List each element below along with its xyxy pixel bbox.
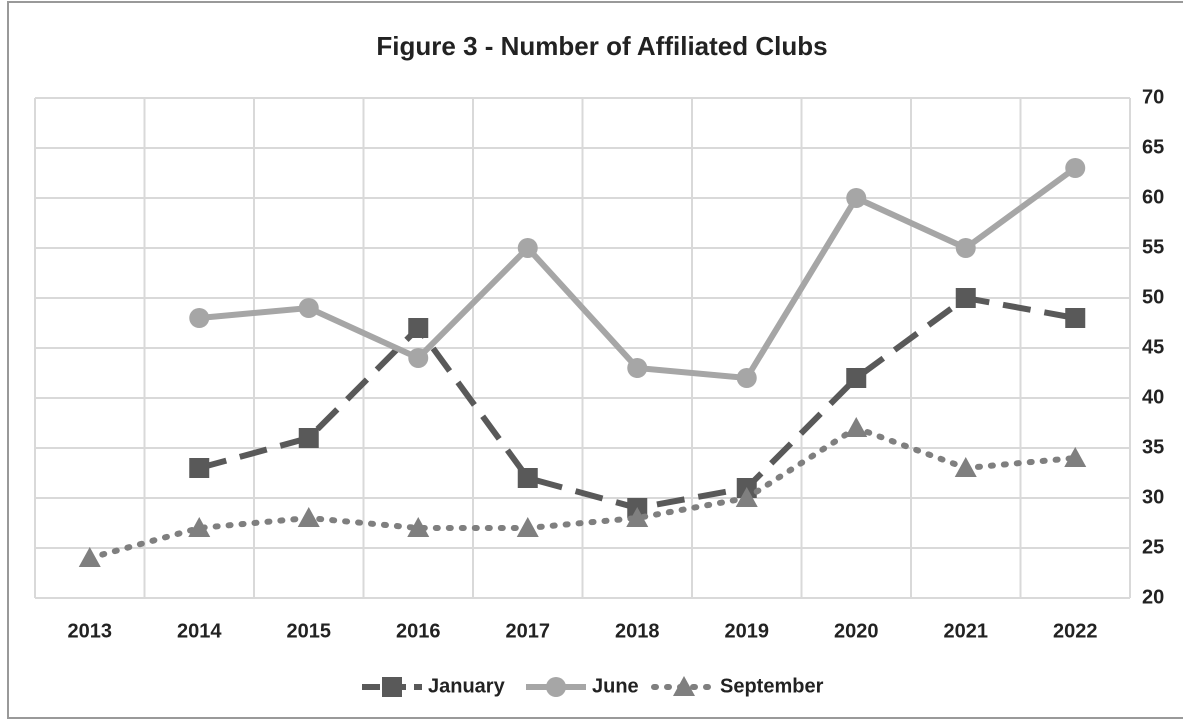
marker	[408, 348, 429, 368]
chart-border	[7, 1, 1183, 719]
x-tick-label: 2019	[725, 620, 770, 642]
marker	[735, 487, 758, 507]
x-tick-label: 2015	[287, 620, 332, 642]
series-line	[86, 424, 1079, 561]
marker	[846, 188, 867, 208]
marker	[517, 238, 538, 258]
marker	[78, 547, 101, 567]
y-tick-label: 20	[1142, 586, 1164, 608]
y-tick-label: 65	[1142, 136, 1164, 158]
marker	[298, 428, 319, 448]
x-tick-label: 2016	[396, 620, 441, 642]
marker	[845, 417, 868, 437]
marker	[955, 238, 976, 258]
legend-label: September	[720, 675, 824, 697]
marker	[736, 368, 757, 388]
x-tick-label: 2014	[177, 620, 222, 642]
legend-marker	[673, 676, 695, 696]
y-tick-label: 35	[1142, 436, 1164, 458]
marker	[954, 457, 977, 477]
marker	[189, 458, 210, 478]
x-tick-label: 2021	[944, 620, 989, 642]
marker	[955, 288, 976, 308]
x-tick-label: 2022	[1053, 620, 1098, 642]
y-tick-label: 55	[1142, 236, 1164, 258]
legend-label: January	[428, 675, 506, 697]
y-tick-label: 50	[1142, 286, 1164, 308]
marker	[627, 358, 648, 378]
y-tick-label: 70	[1142, 86, 1164, 108]
x-tick-label: 2020	[834, 620, 879, 642]
marker	[516, 517, 539, 537]
legend-marker	[546, 677, 566, 697]
x-tick-label: 2013	[68, 620, 113, 642]
marker	[407, 517, 430, 537]
marker	[298, 298, 319, 318]
chart-title: Figure 3 - Number of Affiliated Clubs	[376, 31, 827, 61]
marker	[188, 517, 211, 537]
marker	[517, 468, 538, 488]
marker	[1065, 158, 1086, 178]
marker	[189, 308, 210, 328]
y-tick-label: 40	[1142, 386, 1164, 408]
legend-label: June	[592, 675, 639, 697]
y-tick-label: 45	[1142, 336, 1164, 358]
y-tick-label: 30	[1142, 486, 1164, 508]
marker	[408, 318, 429, 338]
y-tick-label: 60	[1142, 186, 1164, 208]
marker	[1064, 447, 1087, 467]
y-tick-label: 25	[1142, 536, 1164, 558]
marker	[626, 507, 649, 527]
marker	[1065, 308, 1086, 328]
x-tick-label: 2018	[615, 620, 660, 642]
marker	[846, 368, 867, 388]
x-tick-label: 2017	[506, 620, 551, 642]
legend-marker	[382, 677, 402, 697]
marker	[297, 507, 320, 527]
